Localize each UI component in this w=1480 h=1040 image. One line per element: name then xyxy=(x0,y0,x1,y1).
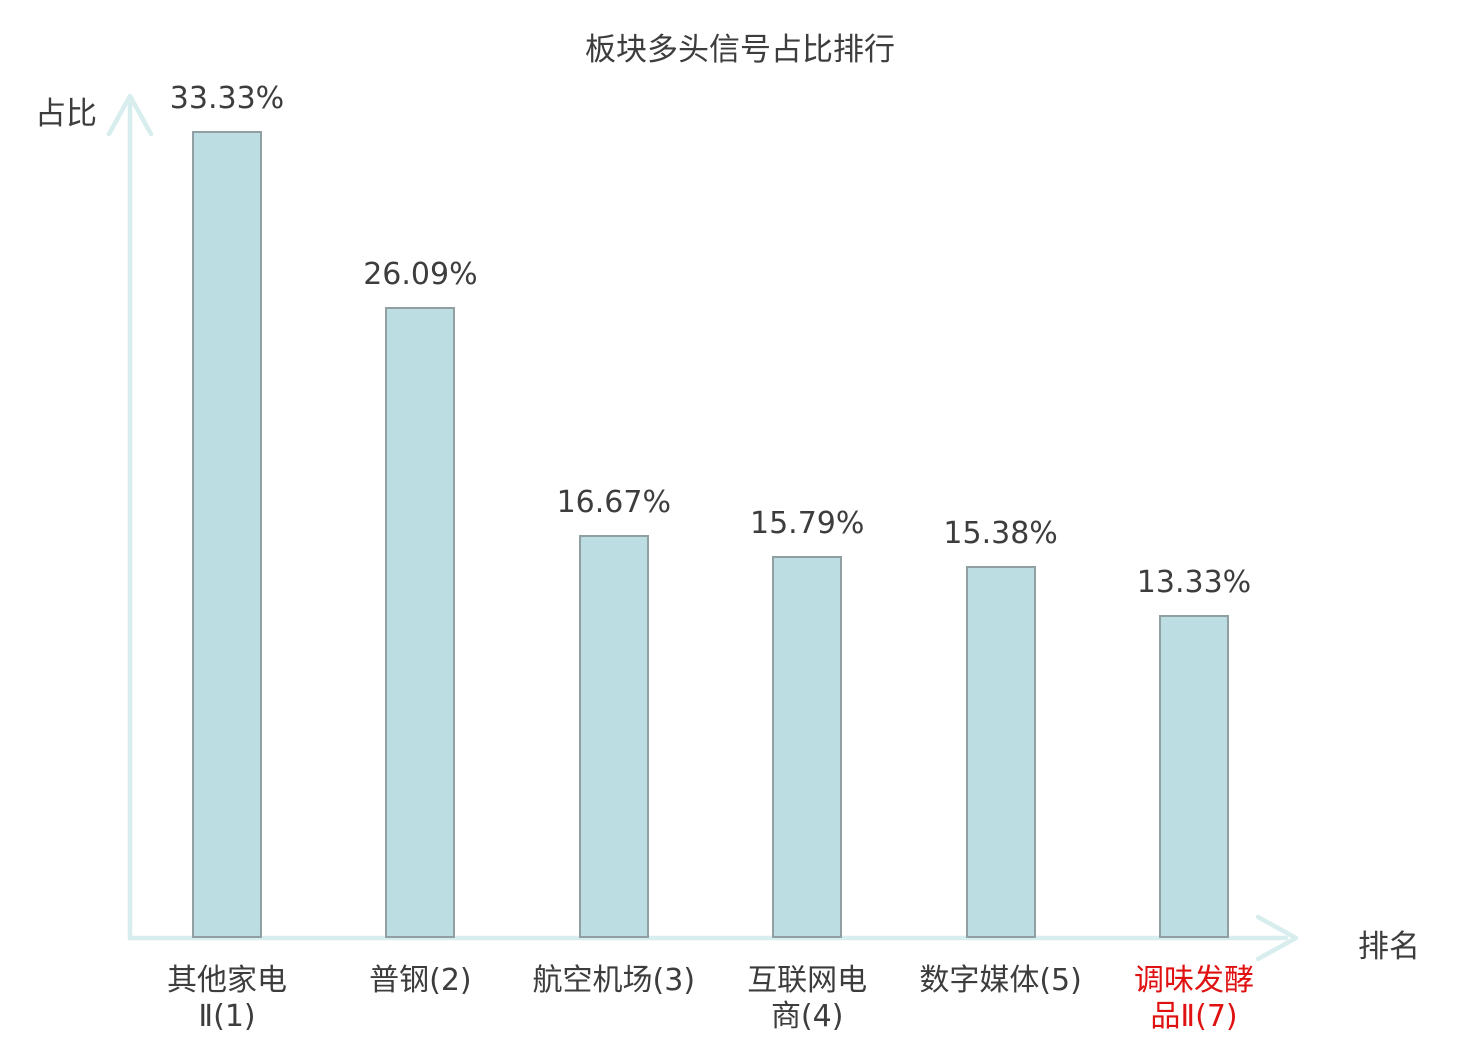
y-axis-label: 占比 xyxy=(35,96,97,132)
bar xyxy=(1159,615,1229,938)
bar-value-label: 16.67% xyxy=(556,485,671,520)
bar-value-label: 13.33% xyxy=(1136,565,1252,600)
x-axis-label: 排名 xyxy=(1358,929,1420,965)
bar-value-label: 26.09% xyxy=(363,257,478,292)
bar-value-label: 33.33% xyxy=(169,81,285,116)
bar xyxy=(772,556,843,938)
category-label: 互联网电 商(4) xyxy=(747,963,868,1034)
category-label: 调味发酵 品Ⅱ(7) xyxy=(1134,963,1254,1034)
bar xyxy=(965,566,1036,938)
category-label: 普钢(2) xyxy=(369,963,472,998)
y-axis-arrowhead-icon xyxy=(106,93,154,137)
category-label: 其他家电 Ⅱ(1) xyxy=(167,963,287,1034)
bar-value-label: 15.79% xyxy=(749,506,865,541)
bar xyxy=(192,131,262,938)
bar xyxy=(578,535,649,938)
bar-value-label: 15.38% xyxy=(943,516,1058,551)
category-label: 航空机场(3) xyxy=(532,963,696,998)
category-label: 数字媒体(5) xyxy=(919,963,1082,998)
chart-title: 板块多头信号占比排行 xyxy=(585,32,895,68)
bar xyxy=(385,307,456,938)
x-axis-arrowhead-icon xyxy=(1255,914,1299,962)
